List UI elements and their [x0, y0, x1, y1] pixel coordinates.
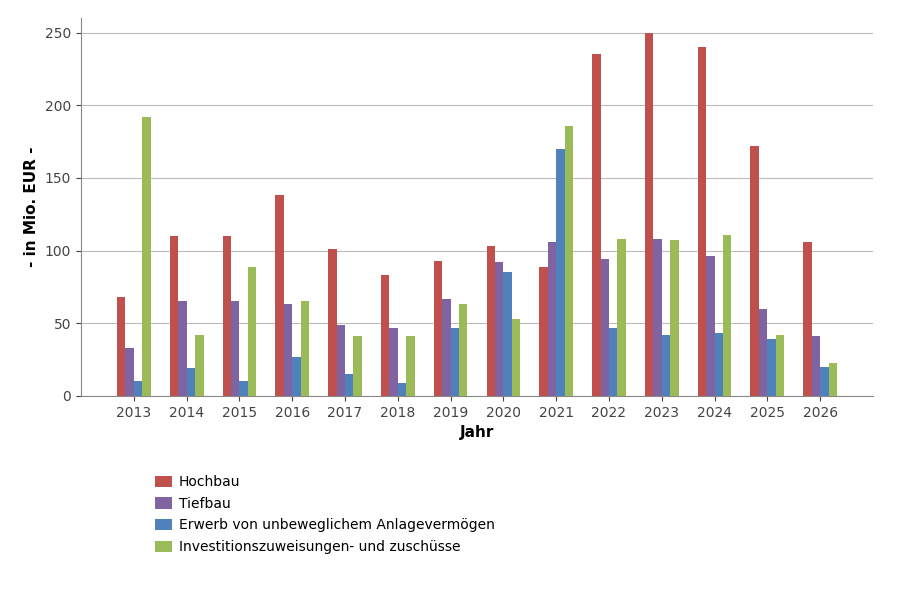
Bar	[820, 367, 829, 396]
Bar	[301, 301, 309, 396]
Bar	[670, 241, 679, 396]
Bar	[609, 328, 617, 396]
Bar	[600, 259, 609, 396]
Bar	[434, 261, 442, 396]
Bar	[284, 304, 292, 396]
Bar	[186, 368, 195, 396]
Bar	[195, 335, 203, 396]
Bar	[645, 32, 653, 396]
Bar	[390, 328, 398, 396]
Bar	[776, 335, 784, 396]
Bar	[539, 266, 548, 396]
Bar	[328, 249, 337, 396]
Bar	[617, 239, 626, 396]
Bar	[759, 309, 768, 396]
Bar	[503, 272, 512, 396]
X-axis label: Jahr: Jahr	[460, 425, 494, 440]
Bar	[768, 339, 776, 396]
Bar	[142, 117, 151, 396]
Bar	[592, 55, 600, 396]
Bar	[548, 242, 556, 396]
Bar	[451, 328, 459, 396]
Bar	[381, 275, 390, 396]
Bar	[406, 337, 415, 396]
Bar	[337, 325, 345, 396]
Bar	[512, 319, 520, 396]
Bar	[715, 334, 723, 396]
Bar	[117, 297, 125, 396]
Bar	[564, 125, 573, 396]
Bar	[178, 301, 186, 396]
Bar	[275, 196, 284, 396]
Bar	[706, 256, 715, 396]
Bar	[662, 335, 670, 396]
Bar	[442, 299, 451, 396]
Bar	[723, 235, 732, 396]
Bar	[495, 262, 503, 396]
Bar	[292, 357, 301, 396]
Legend: Hochbau, Tiefbau, Erwerb von unbeweglichem Anlagevermögen, Investitionszuweisung: Hochbau, Tiefbau, Erwerb von unbeweglich…	[151, 471, 500, 558]
Bar	[354, 337, 362, 396]
Bar	[398, 383, 406, 396]
Bar	[248, 266, 256, 396]
Bar	[812, 337, 820, 396]
Bar	[698, 47, 706, 396]
Bar	[170, 236, 178, 396]
Bar	[125, 348, 134, 396]
Bar	[239, 382, 248, 396]
Bar	[345, 374, 354, 396]
Bar	[222, 236, 231, 396]
Bar	[556, 149, 564, 396]
Y-axis label: - in Mio. EUR -: - in Mio. EUR -	[24, 147, 40, 267]
Bar	[829, 362, 837, 396]
Bar	[134, 382, 142, 396]
Bar	[459, 304, 467, 396]
Bar	[231, 301, 239, 396]
Bar	[487, 246, 495, 396]
Bar	[751, 146, 759, 396]
Bar	[653, 239, 662, 396]
Bar	[803, 242, 812, 396]
